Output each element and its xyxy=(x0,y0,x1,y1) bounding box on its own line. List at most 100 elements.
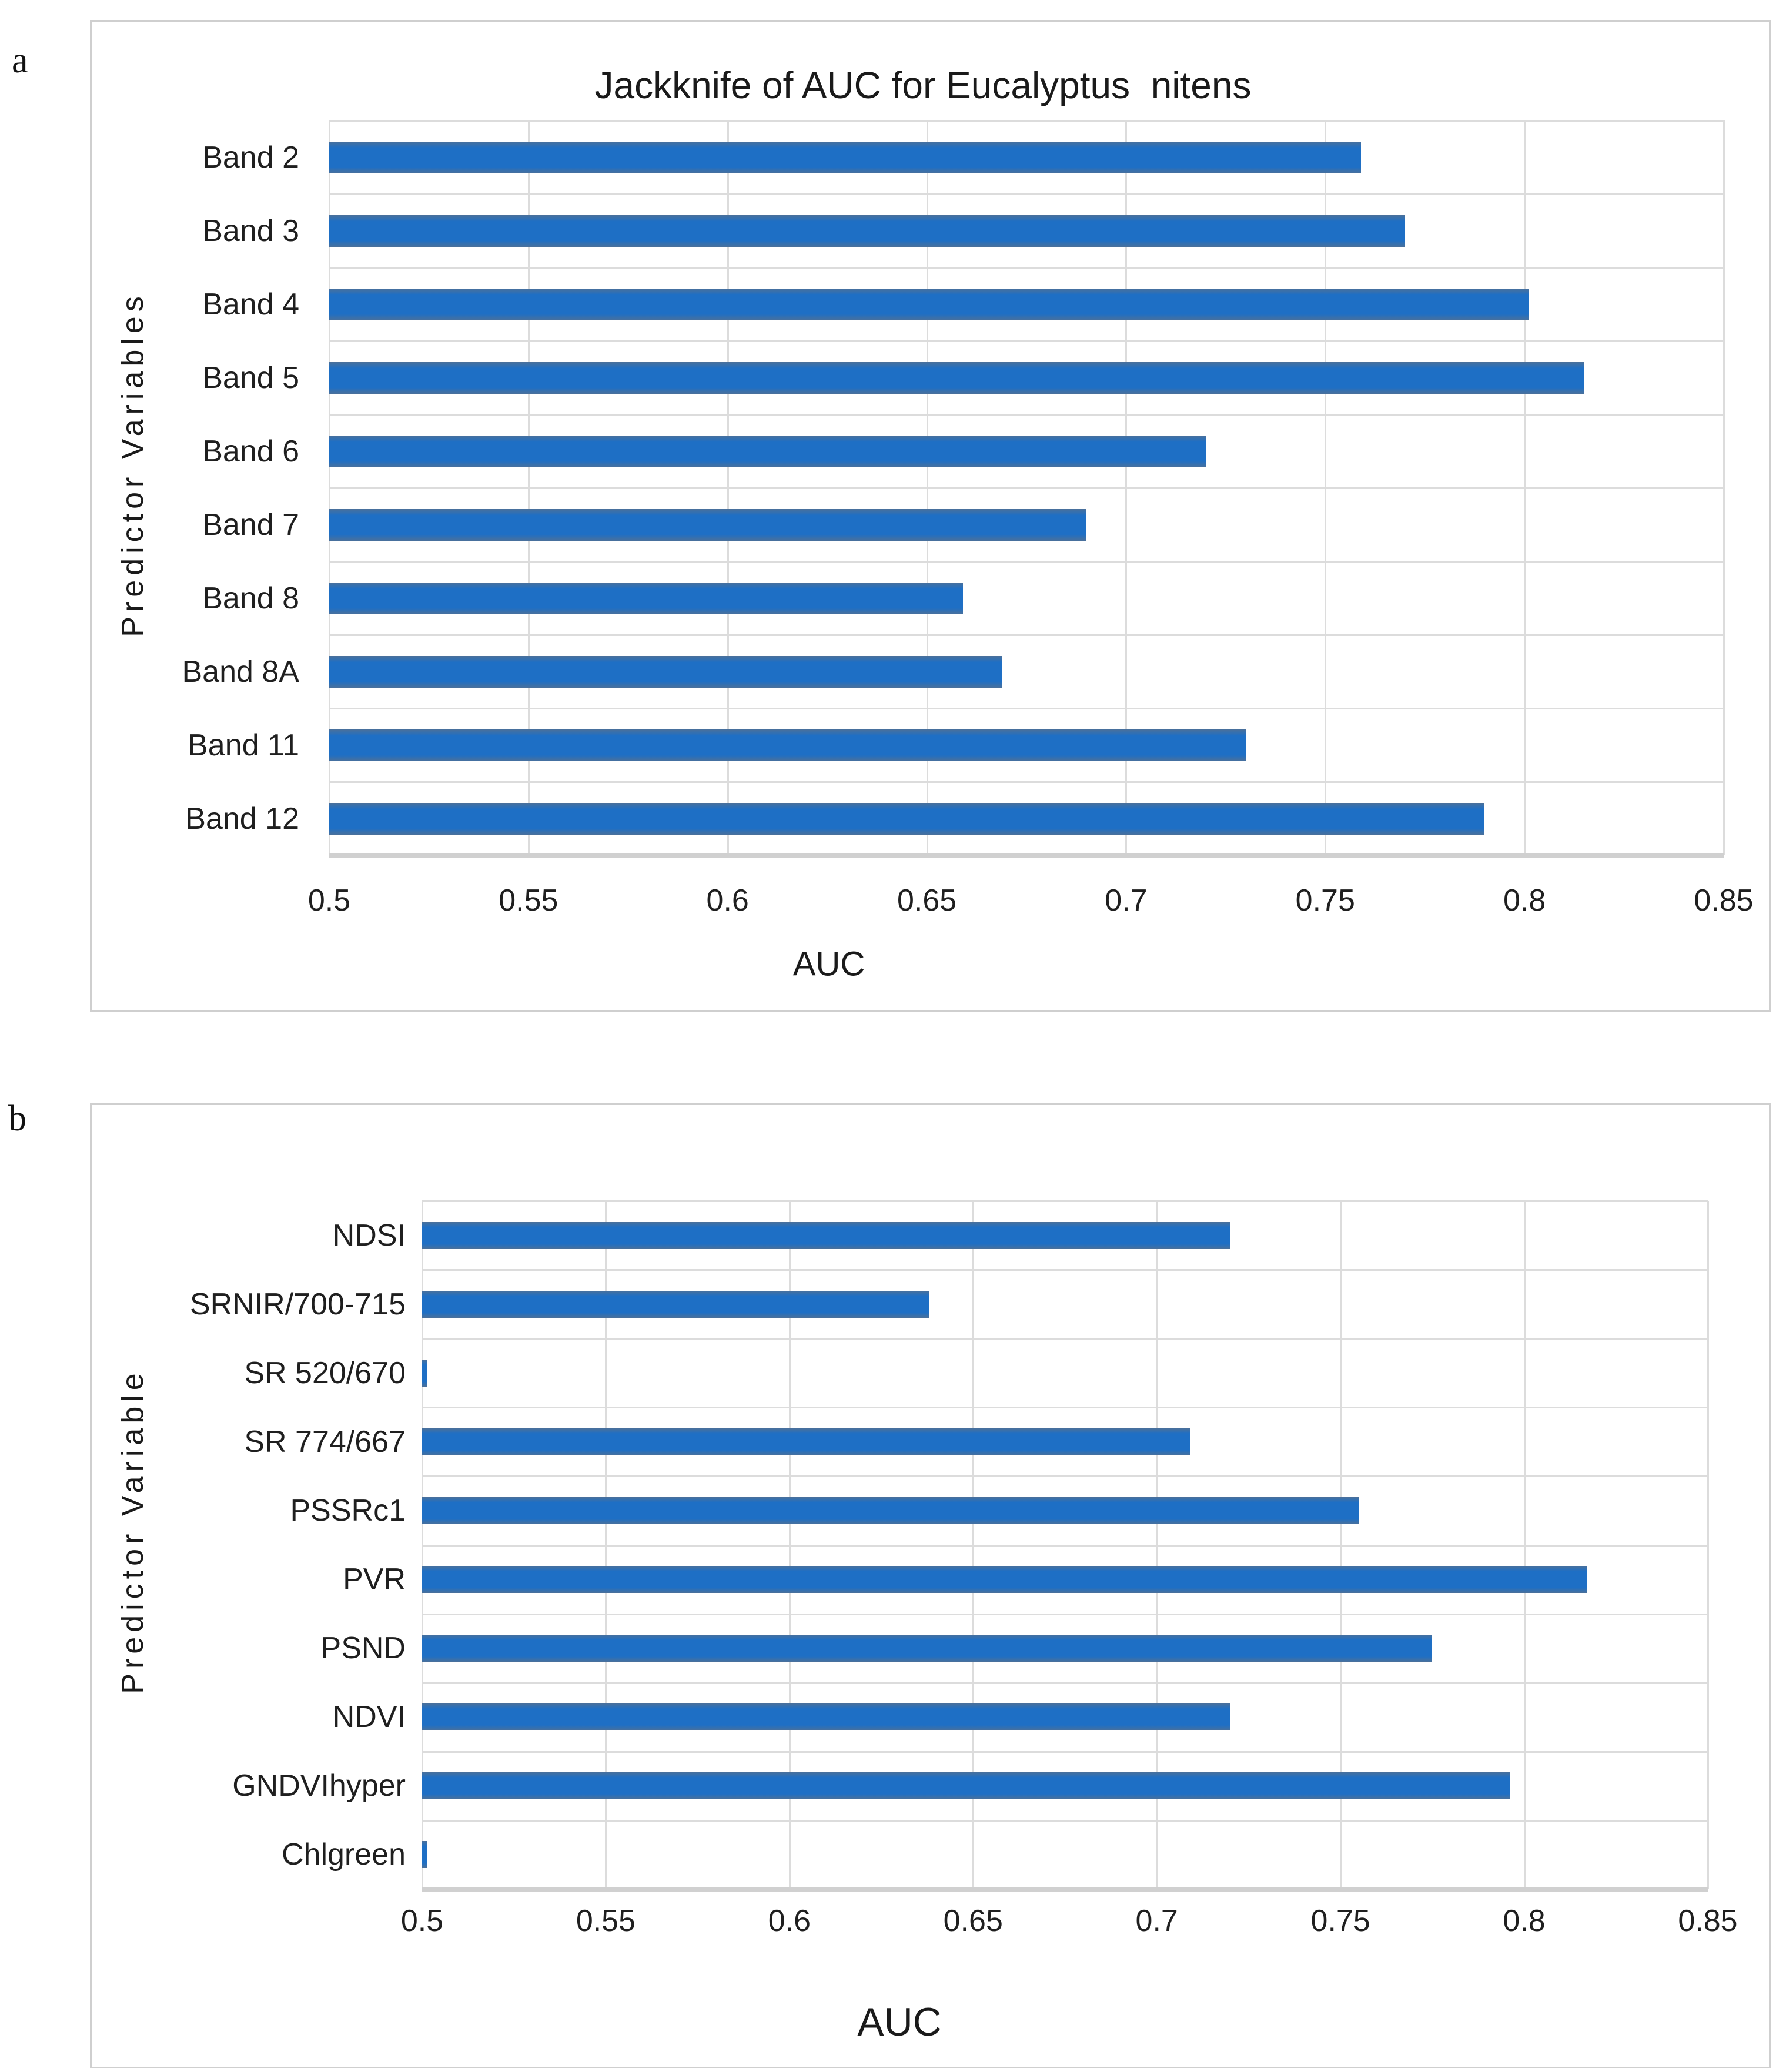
bar xyxy=(422,1221,1230,1249)
bar xyxy=(329,655,1003,688)
bar xyxy=(422,1566,1587,1594)
h-gridline xyxy=(329,561,1724,563)
bar xyxy=(422,1359,427,1387)
v-gridline xyxy=(1125,120,1128,855)
category-label: Band 12 xyxy=(185,801,299,836)
x-tick-label: 0.55 xyxy=(576,1904,636,1938)
v-gridline xyxy=(1156,1201,1158,1889)
v-gridline xyxy=(788,1201,791,1889)
category-label: Chlgreen xyxy=(281,1837,406,1872)
v-gridline xyxy=(1524,120,1526,855)
x-tick-label: 0.65 xyxy=(943,1904,1003,1938)
v-gridline xyxy=(1523,1201,1526,1889)
category-label: PVR xyxy=(343,1562,406,1597)
x-tick-label: 0.6 xyxy=(768,1904,811,1938)
h-gridline xyxy=(329,487,1724,489)
v-gridline xyxy=(1707,1201,1709,1889)
chart-a-x-axis-title: AUC xyxy=(792,945,865,983)
h-gridline xyxy=(422,1407,1708,1409)
category-label: SR 520/670 xyxy=(244,1355,406,1390)
bar xyxy=(329,215,1405,247)
v-gridline xyxy=(926,120,928,855)
bar xyxy=(329,582,963,614)
category-label: Band 6 xyxy=(202,434,299,468)
chart-a-title: Jackknife of AUC for Eucalyptus nitens xyxy=(594,64,1252,106)
category-label: Band 8A xyxy=(182,654,300,689)
x-tick-label: 0.5 xyxy=(400,1904,444,1938)
category-label: Band 5 xyxy=(202,360,299,395)
h-gridline xyxy=(422,1750,1708,1753)
h-gridline xyxy=(329,781,1724,783)
bar xyxy=(329,361,1584,394)
h-gridline xyxy=(329,193,1724,195)
bar xyxy=(422,1841,427,1869)
category-label: SR 774/667 xyxy=(244,1424,406,1459)
h-gridline xyxy=(329,340,1724,342)
v-gridline xyxy=(1340,1201,1342,1889)
bar xyxy=(422,1497,1359,1524)
category-label: Band 4 xyxy=(202,287,299,322)
bar xyxy=(329,508,1086,541)
v-gridline xyxy=(329,120,330,855)
x-tick-label: 0.6 xyxy=(706,883,749,918)
category-label: GNDVIhyper xyxy=(232,1769,406,1803)
x-tick-label: 0.65 xyxy=(897,883,957,918)
x-axis-line xyxy=(422,1887,1708,1892)
bar xyxy=(422,1635,1433,1662)
x-tick-label: 0.85 xyxy=(1678,1904,1738,1938)
x-tick-label: 0.8 xyxy=(1503,883,1546,918)
h-gridline xyxy=(329,120,1724,122)
x-tick-label: 0.8 xyxy=(1503,1904,1546,1938)
category-label: NDSI xyxy=(332,1218,406,1253)
v-gridline xyxy=(727,120,729,855)
h-gridline xyxy=(422,1613,1708,1615)
x-tick-label: 0.7 xyxy=(1135,1904,1178,1938)
h-gridline xyxy=(422,1475,1708,1478)
bar xyxy=(329,435,1206,467)
bar xyxy=(422,1703,1230,1731)
category-label: PSSRc1 xyxy=(290,1493,406,1528)
h-gridline xyxy=(329,414,1724,416)
bar xyxy=(329,141,1362,173)
category-label: Band 7 xyxy=(202,507,299,542)
category-label: Band 3 xyxy=(202,213,299,248)
v-gridline xyxy=(1723,120,1725,855)
panel-b-letter: b xyxy=(8,1099,26,1139)
x-tick-label: 0.75 xyxy=(1310,1904,1370,1938)
x-axis-line xyxy=(329,853,1724,858)
h-gridline xyxy=(422,1819,1708,1822)
bar xyxy=(329,729,1246,761)
category-label: Band 11 xyxy=(188,728,299,762)
category-label: Band 2 xyxy=(202,140,299,175)
h-gridline xyxy=(329,634,1724,636)
bar xyxy=(329,802,1485,835)
h-gridline xyxy=(422,1200,1708,1202)
v-gridline xyxy=(527,120,530,855)
category-label: SRNIR/700-715 xyxy=(189,1287,406,1321)
h-gridline xyxy=(422,1544,1708,1547)
bar xyxy=(329,288,1529,320)
v-gridline xyxy=(1325,120,1327,855)
bar xyxy=(422,1290,929,1318)
h-gridline xyxy=(422,1682,1708,1684)
category-label: Band 8 xyxy=(202,581,299,615)
v-gridline xyxy=(605,1201,607,1889)
v-gridline xyxy=(422,1201,423,1889)
x-tick-label: 0.5 xyxy=(307,883,351,918)
bar xyxy=(422,1428,1190,1455)
x-tick-label: 0.55 xyxy=(499,883,558,918)
h-gridline xyxy=(329,708,1724,709)
x-tick-label: 0.85 xyxy=(1694,883,1754,918)
panel-a-letter: a xyxy=(12,41,28,81)
x-tick-label: 0.75 xyxy=(1295,883,1355,918)
category-label: NDVI xyxy=(332,1700,406,1735)
category-label: PSND xyxy=(320,1631,406,1666)
bar xyxy=(422,1772,1510,1800)
h-gridline xyxy=(329,267,1724,269)
h-gridline xyxy=(422,1338,1708,1340)
v-gridline xyxy=(972,1201,975,1889)
x-tick-label: 0.7 xyxy=(1105,883,1148,918)
